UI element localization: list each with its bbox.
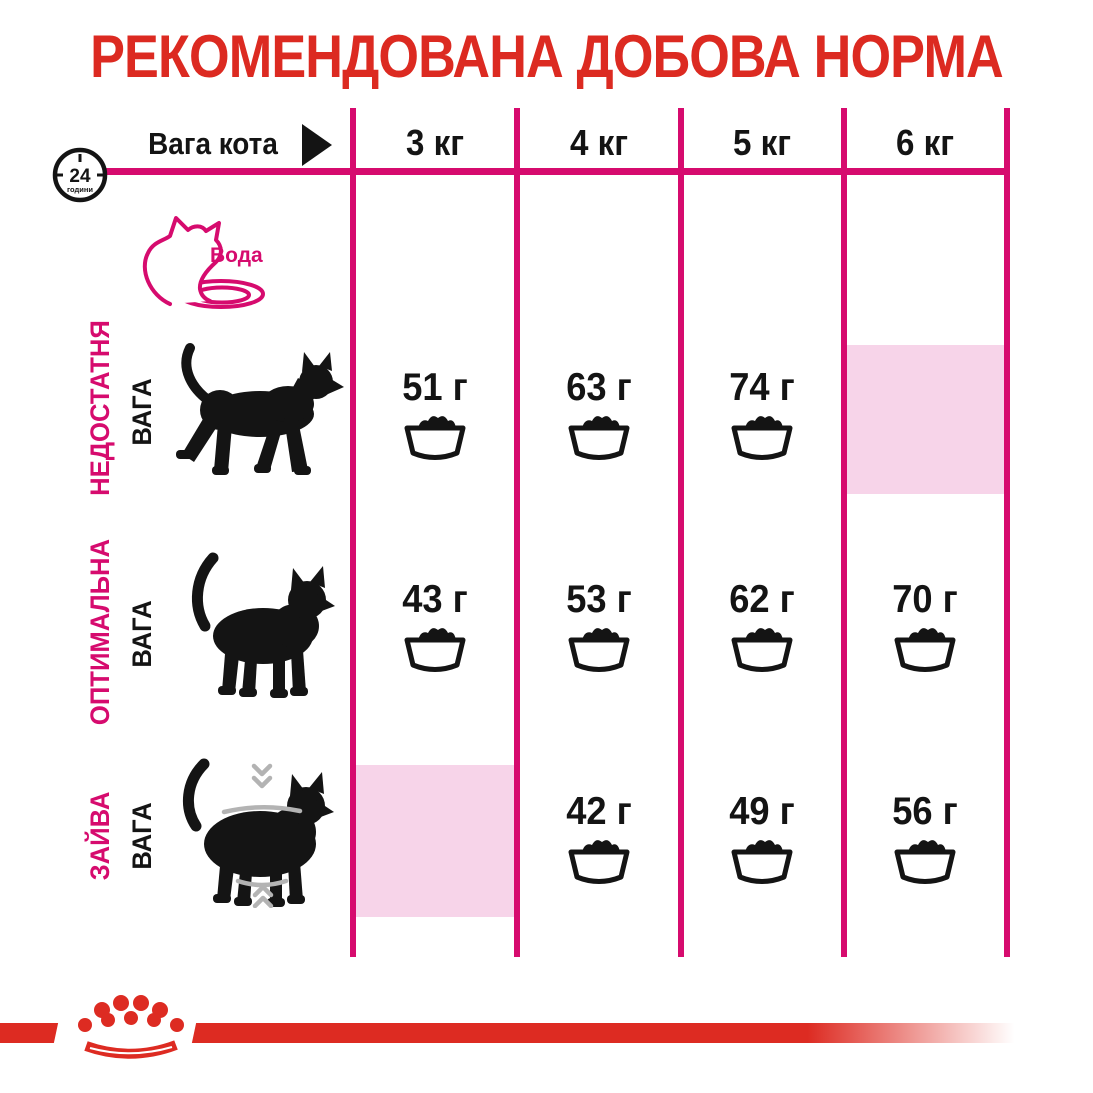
cat-overweight-icon xyxy=(182,758,334,908)
bowl-icon xyxy=(894,840,956,884)
cell-overweight-5kg: 49 г xyxy=(696,790,828,893)
bowl-icon xyxy=(731,840,793,884)
clock-unit: години xyxy=(67,185,93,194)
page-title: РЕКОМЕНДОВАНА ДОБОВА НОРМА xyxy=(90,23,1004,90)
cell-optimal-6kg: 70 г xyxy=(859,578,991,681)
portion-value: 63 г xyxy=(566,366,632,409)
cat-underweight-icon xyxy=(176,343,344,475)
portion-value: 70 г xyxy=(892,578,958,621)
column-divider xyxy=(350,108,356,957)
column-header-3kg: 3 кг xyxy=(405,122,464,163)
table-header-line xyxy=(78,168,1010,175)
weight-header-label: Вага кота xyxy=(148,126,278,161)
row-label-overweight: ЗАЙВА xyxy=(85,791,115,881)
column-divider xyxy=(514,108,520,957)
highlight-cell-overweight-3kg xyxy=(356,765,514,917)
cell-underweight-3kg: 51 г xyxy=(369,366,501,469)
compression-arrows xyxy=(221,763,303,908)
bowl-icon xyxy=(404,628,466,672)
cell-underweight-5kg: 74 г xyxy=(696,366,828,469)
portion-value: 53 г xyxy=(566,578,632,621)
royal-canin-crown-icon xyxy=(78,995,184,1059)
bowl-icon xyxy=(404,416,466,460)
bowl-icon xyxy=(731,628,793,672)
bowl-icon xyxy=(568,628,630,672)
cell-overweight-4kg: 42 г xyxy=(533,790,665,893)
bowl-icon xyxy=(731,416,793,460)
portion-value: 74 г xyxy=(729,366,795,409)
column-divider xyxy=(1004,108,1010,957)
bowl-icon xyxy=(894,628,956,672)
cell-underweight-4kg: 63 г xyxy=(533,366,665,469)
bowl-icon xyxy=(568,840,630,884)
cell-optimal-5kg: 62 г xyxy=(696,578,828,681)
column-divider xyxy=(678,108,684,957)
bowl-icon xyxy=(568,416,630,460)
highlight-cell-underweight-6kg xyxy=(847,345,1004,494)
cat-optimal-icon xyxy=(191,552,335,698)
column-header-6kg: 6 кг xyxy=(895,122,954,163)
arrow-right-icon xyxy=(302,124,332,166)
portion-value: 42 г xyxy=(566,790,632,833)
portion-value: 43 г xyxy=(402,578,468,621)
cell-optimal-4kg: 53 г xyxy=(533,578,665,681)
water-bowl-icon xyxy=(142,216,265,309)
portion-value: 51 г xyxy=(402,366,468,409)
water-label: Вода xyxy=(210,244,263,267)
row-label-overweight-weight: ВАГА xyxy=(127,802,157,870)
brand-bar xyxy=(0,1023,1035,1043)
clock-value: 24 xyxy=(69,166,91,187)
column-divider xyxy=(841,108,847,957)
cell-overweight-6kg: 56 г xyxy=(859,790,991,893)
column-header-4kg: 4 кг xyxy=(569,122,628,163)
clock-24h-icon: 24 години xyxy=(52,147,108,203)
portion-value: 56 г xyxy=(892,790,958,833)
portion-value: 49 г xyxy=(729,790,795,833)
portion-value: 62 г xyxy=(729,578,795,621)
cell-optimal-3kg: 43 г xyxy=(369,578,501,681)
column-header-5kg: 5 кг xyxy=(732,122,791,163)
